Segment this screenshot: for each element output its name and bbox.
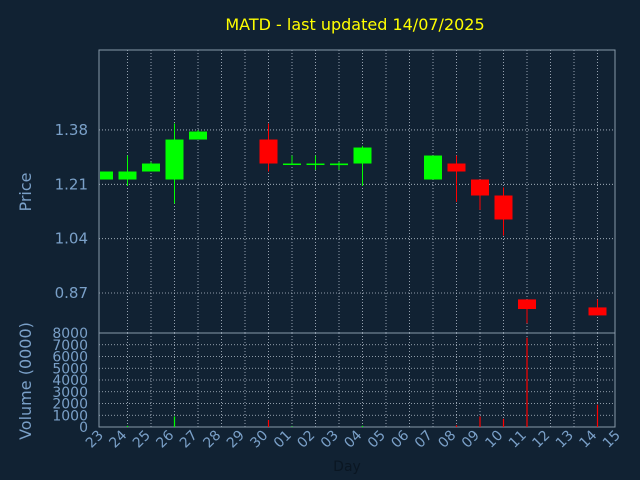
candle-body — [447, 163, 466, 172]
volume-panel-frame — [98, 332, 616, 428]
chart-title: MATD - last updated 14/07/2025 — [225, 15, 484, 34]
candle-body — [588, 307, 607, 316]
candle-body — [330, 163, 348, 166]
candle-body — [471, 179, 489, 196]
candle-body — [118, 171, 137, 180]
x-tick-labels: 23 24 25 26 27 28 29 30 01 02 03 04 05 06 07 08 09 10 11 12… — [83, 427, 624, 451]
volume-y-tick-label: 6000 — [52, 350, 88, 366]
volume-y-tick-label: 7000 — [52, 338, 88, 354]
candle-body — [494, 195, 513, 220]
volume-y-tick-label: 0 — [79, 420, 88, 436]
candle-body — [259, 139, 278, 164]
candles — [100, 123, 607, 324]
price-y-tick-label: 0.87 — [55, 284, 88, 302]
candle-body — [353, 147, 372, 164]
price-y-ticks: 0.87 1.04 1.21 1.38 — [55, 121, 88, 302]
candle-body — [306, 163, 325, 166]
candle-body — [189, 131, 207, 140]
x-axis-label: Day — [333, 459, 361, 475]
volume-grid — [99, 333, 615, 427]
volume-y-tick-label: 3000 — [52, 385, 88, 401]
volume-y-tick-label: 2000 — [52, 397, 88, 413]
price-y-tick-label: 1.38 — [55, 121, 88, 139]
volume-bars — [126, 337, 599, 427]
price-axis-label: Price — [16, 172, 35, 211]
volume-axis-label: Volume (0000) — [16, 322, 35, 440]
candle-body — [518, 299, 536, 310]
price-y-tick-label: 1.04 — [55, 230, 88, 248]
candle-body — [100, 171, 113, 180]
volume-y-tick-label: 4000 — [52, 373, 88, 389]
volume-y-tick-label: 5000 — [52, 361, 88, 377]
candle-body — [142, 163, 160, 172]
candle-body — [424, 155, 442, 180]
candle-body — [283, 163, 301, 166]
volume-y-tick-label: 8000 — [52, 326, 88, 342]
price-y-tick-label: 1.21 — [55, 175, 88, 193]
candle-body — [165, 139, 184, 180]
volume-y-tick-label: 1000 — [52, 408, 88, 424]
